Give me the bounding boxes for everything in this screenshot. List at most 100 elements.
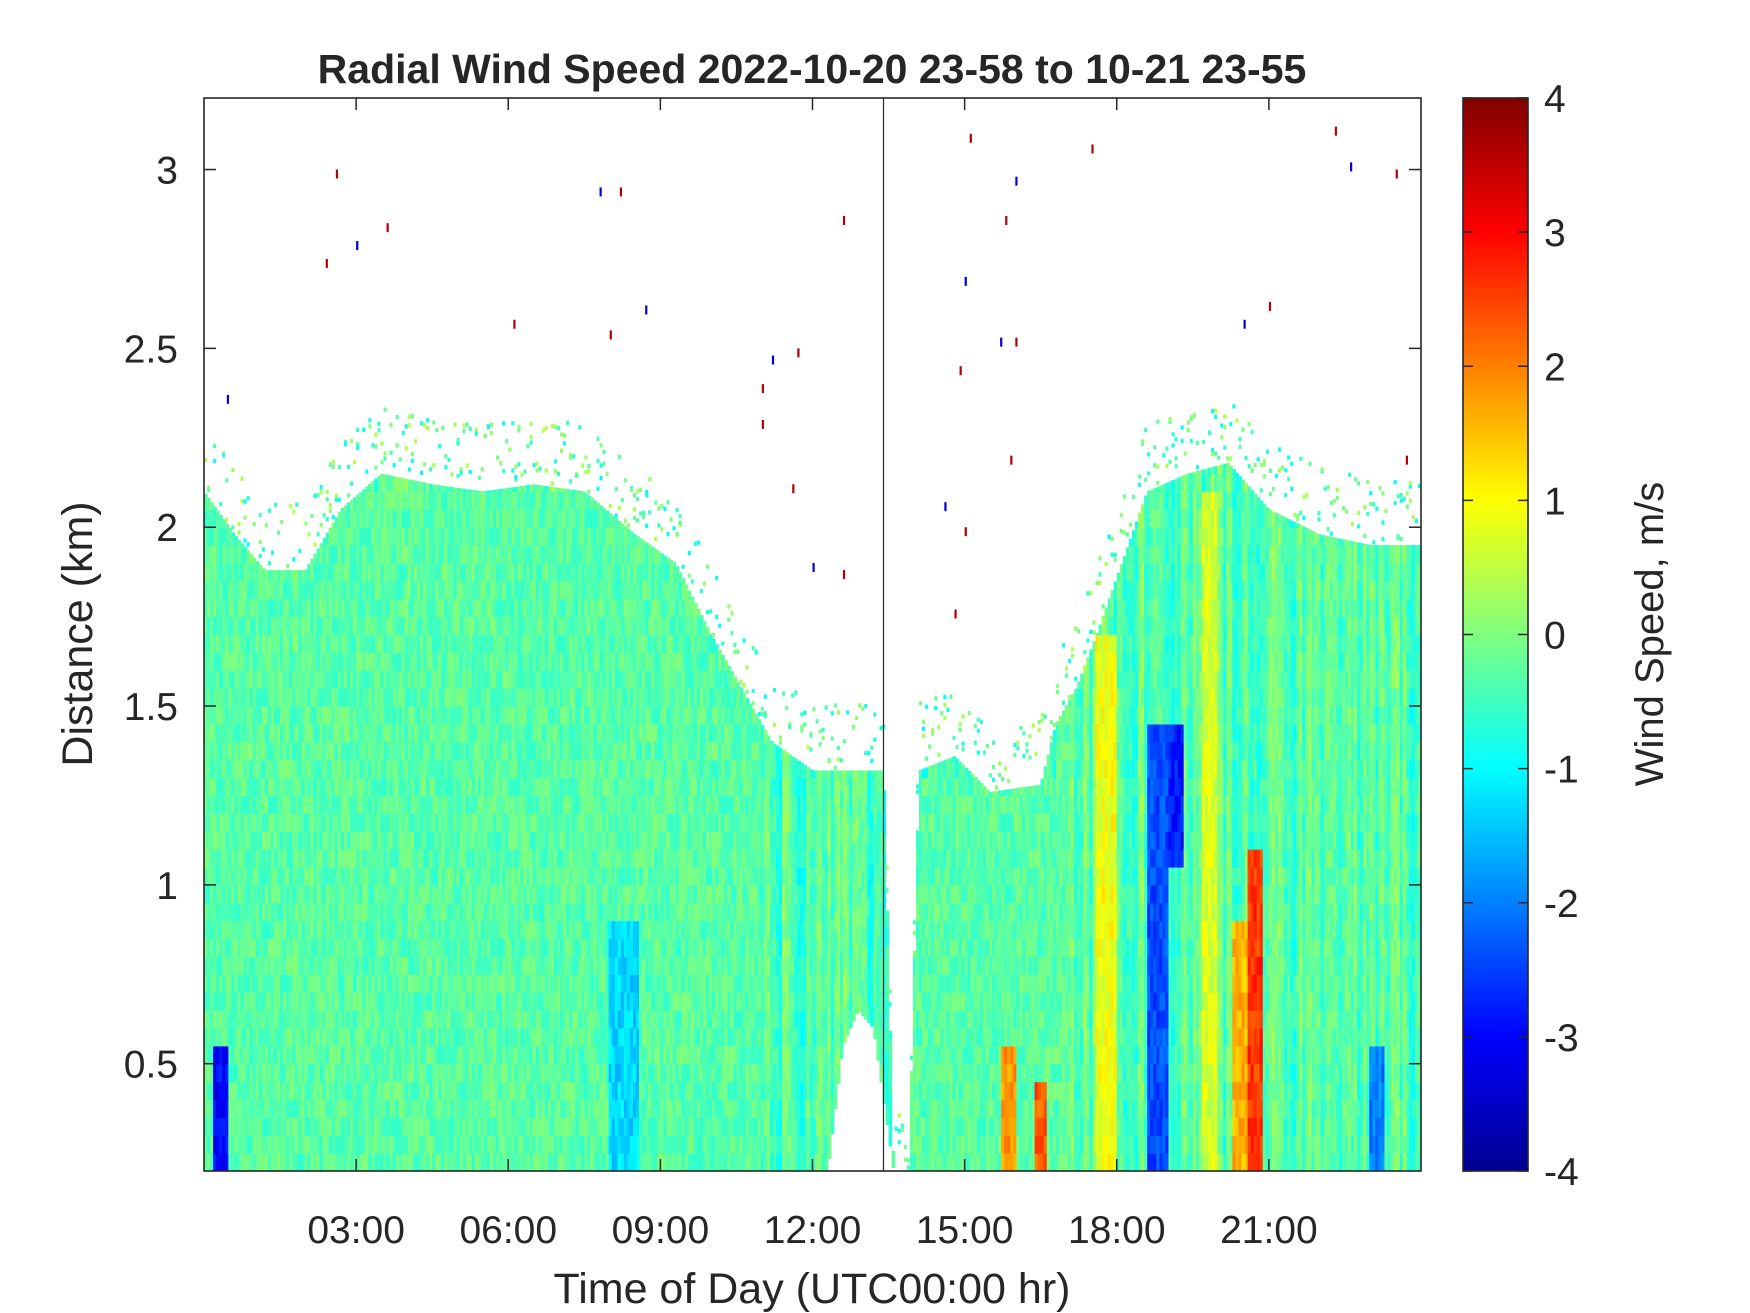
heatmap-cell [328, 849, 333, 868]
heatmap-cell [207, 634, 211, 653]
heatmap-cell [353, 545, 357, 564]
heatmap-cell [386, 992, 391, 1011]
heatmap-speckle [432, 463, 436, 468]
heatmap-cell [389, 741, 394, 761]
heatmap-cell [435, 777, 439, 797]
heatmap-speckle [520, 472, 524, 477]
heatmap-cell [389, 616, 394, 636]
heatmap-cell [331, 974, 336, 993]
heatmap-cell [410, 831, 415, 850]
heatmap-cell [316, 634, 321, 653]
heatmap-cell [207, 723, 211, 743]
heatmap-cell [380, 545, 385, 564]
heatmap-cell [441, 795, 445, 814]
heatmap-cell [359, 598, 363, 618]
heatmap-cell [252, 1117, 257, 1136]
heatmap-cell [213, 723, 217, 743]
heatmap-speckle [465, 463, 469, 468]
heatmap-cell [280, 688, 284, 707]
heatmap-cell [453, 741, 458, 761]
heatmap-cell [432, 562, 436, 582]
heatmap-cell [319, 902, 324, 922]
heatmap-cell [383, 813, 388, 832]
heatmap-cell [249, 884, 254, 904]
heatmap-cell [359, 491, 363, 510]
heatmap-cell [435, 634, 439, 653]
heatmap-cell [292, 652, 296, 671]
heatmap-cell [334, 795, 339, 814]
heatmap-cell [416, 741, 421, 761]
heatmap-cell [395, 580, 400, 600]
heatmap-cell [231, 532, 236, 546]
heatmap-cell [313, 688, 318, 707]
heatmap-cell [228, 795, 232, 814]
heatmap-speckle [331, 464, 335, 470]
heatmap-cell [222, 1045, 226, 1065]
heatmap-cell [319, 580, 324, 600]
heatmap-cell [447, 491, 452, 510]
heatmap-cell [280, 902, 284, 922]
heatmap-cell [240, 956, 245, 975]
heatmap-cell [325, 759, 330, 779]
heatmap-cell [322, 616, 327, 636]
heatmap-cell [319, 759, 324, 779]
heatmap-cell [356, 598, 360, 618]
heatmap-cell [416, 670, 421, 689]
heatmap-cell [334, 527, 339, 546]
heatmap-cell [267, 1081, 272, 1101]
heatmap-cell [264, 992, 269, 1011]
heatmap-cell [395, 1135, 400, 1154]
heatmap-cell [377, 688, 382, 707]
heatmap-cell [240, 670, 245, 689]
heatmap-cell [283, 1117, 287, 1136]
heatmap-cell [225, 1045, 229, 1065]
heatmap-cell [289, 1135, 293, 1154]
heatmap-cell [395, 598, 400, 618]
heatmap-cell [426, 1063, 430, 1083]
heatmap-cell [340, 507, 345, 510]
heatmap-cell [444, 670, 448, 689]
heatmap-cell [334, 759, 339, 779]
heatmap-cell [204, 545, 208, 564]
heatmap-cell [386, 1099, 391, 1118]
heatmap-cell [429, 884, 433, 904]
heatmap-cell [337, 634, 342, 653]
heatmap-cell [377, 992, 382, 1011]
heatmap-cell [432, 759, 436, 779]
heatmap-cell [267, 795, 272, 814]
heatmap-cell [225, 598, 229, 618]
heatmap-speckle [468, 469, 472, 475]
heatmap-cell [222, 706, 226, 725]
heatmap-cell [277, 920, 281, 940]
heatmap-cell [429, 483, 433, 493]
heatmap-cell [277, 598, 281, 618]
heatmap-cell [343, 813, 348, 832]
heatmap-cell [368, 491, 372, 510]
heatmap-cell [331, 884, 336, 904]
heatmap-cell [410, 1153, 415, 1171]
heatmap-cell [444, 545, 448, 564]
heatmap-cell [398, 1135, 403, 1154]
heatmap-cell [301, 580, 305, 600]
heatmap-cell [307, 813, 312, 832]
heatmap-cell [289, 1010, 293, 1029]
heatmap-cell [283, 580, 287, 600]
heatmap-cell [322, 866, 327, 886]
heatmap-cell [307, 974, 312, 993]
heatmap-speckle [350, 438, 354, 444]
heatmap-cell [350, 938, 354, 957]
heatmap-cell [234, 634, 239, 653]
heatmap-cell [407, 1081, 412, 1101]
heatmap-cell [228, 956, 232, 975]
heatmap-cell [383, 580, 388, 600]
heatmap-cell [423, 741, 427, 761]
heatmap-cell [426, 902, 430, 922]
heatmap-cell [316, 956, 321, 975]
heatmap-cell [371, 509, 375, 528]
heatmap-cell [365, 956, 369, 975]
heatmap-cell [374, 1027, 379, 1047]
heatmap-speckle [502, 468, 506, 474]
heatmap-cell [353, 562, 357, 582]
heatmap-cell [365, 616, 369, 636]
heatmap-cell [237, 1027, 242, 1047]
